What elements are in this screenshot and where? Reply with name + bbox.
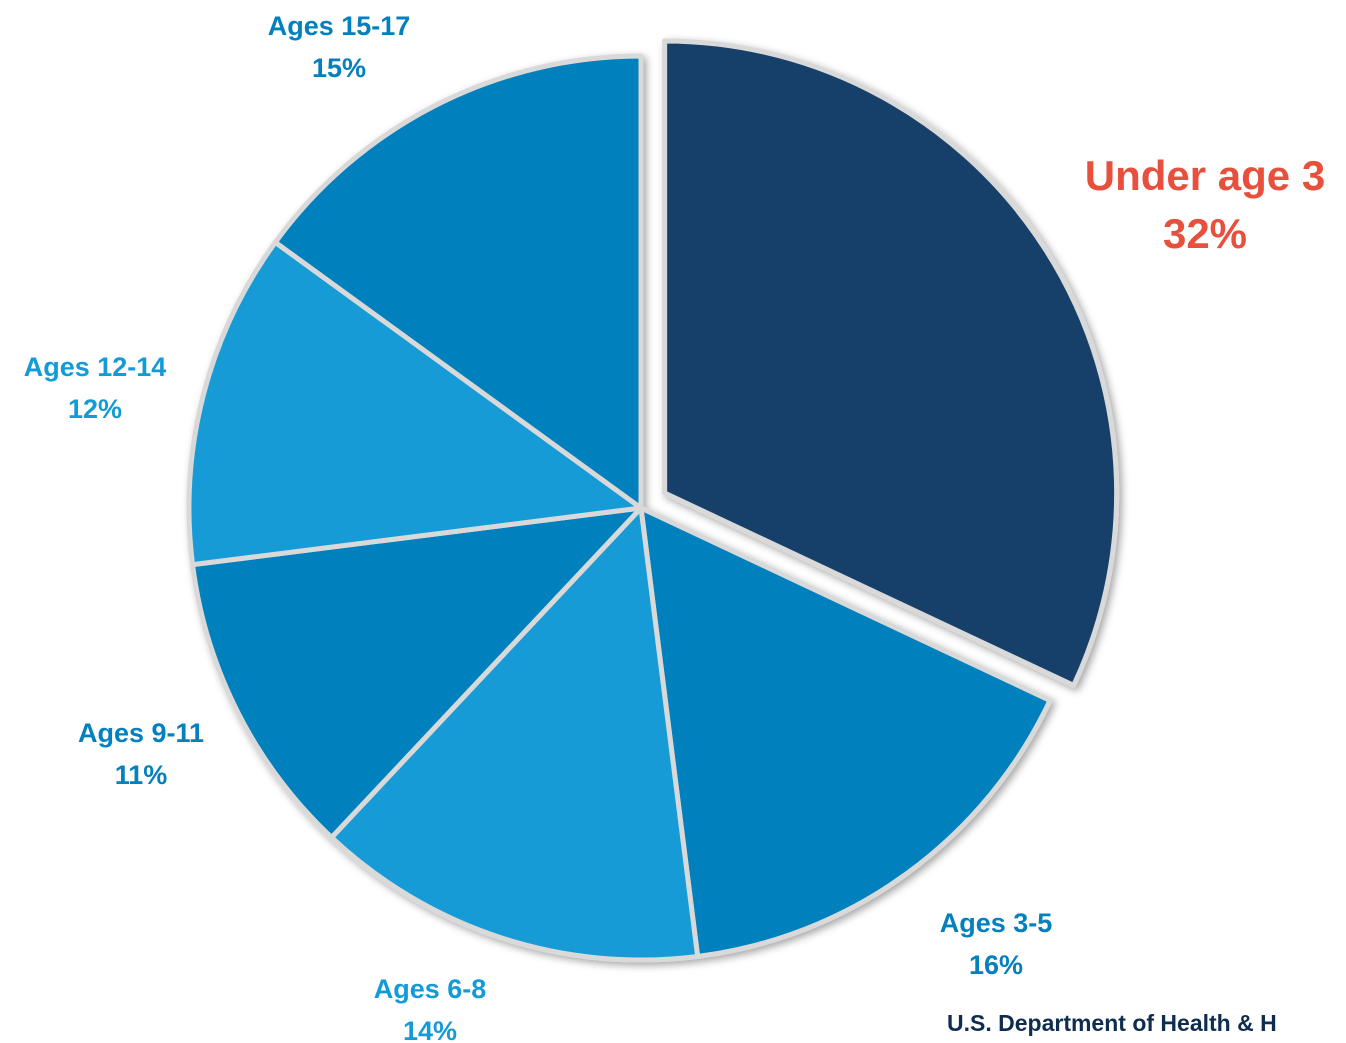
slice-label: Ages 3-5 bbox=[940, 908, 1053, 938]
slice-value-label: 12% bbox=[68, 394, 122, 424]
slice-value-label: 16% bbox=[969, 950, 1023, 980]
slice-value-label: 15% bbox=[312, 53, 366, 83]
slice-label: Ages 15-17 bbox=[268, 11, 411, 41]
source-credit: U.S. Department of Health & H bbox=[947, 1010, 1277, 1036]
slice-value-label: 11% bbox=[115, 760, 168, 790]
slice-value-label: 14% bbox=[403, 1016, 457, 1043]
slice-label: Ages 6-8 bbox=[374, 974, 487, 1004]
pie-slice-ages-12-14 bbox=[186, 239, 644, 568]
pie-slice-under-age-3 bbox=[662, 38, 1120, 688]
pie-slices bbox=[186, 38, 1120, 963]
slice-label: Ages 12-14 bbox=[24, 352, 167, 382]
pie-labels: Under age 3 32% Ages 3-5 16% Ages 6-8 14% Ages… bbox=[24, 11, 1326, 1043]
slice-label: Ages 9-11 bbox=[78, 718, 204, 748]
pie-slice-ages-6-8 bbox=[329, 505, 701, 963]
slice-label: Under age 3 bbox=[1085, 152, 1325, 199]
pie-slice-ages-15-17 bbox=[272, 53, 644, 511]
pie-slice-ages-9-11 bbox=[190, 505, 644, 840]
slice-value-label: 32% bbox=[1163, 210, 1247, 257]
pie-slice-ages-3-5 bbox=[638, 505, 1053, 959]
